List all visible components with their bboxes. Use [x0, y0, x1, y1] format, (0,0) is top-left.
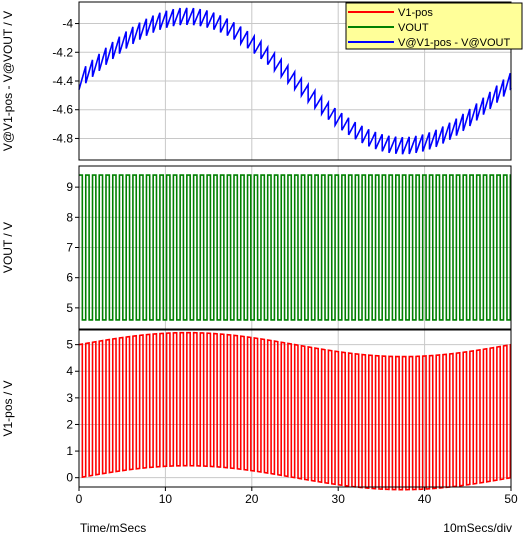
y-tick-label: -4.2: [52, 45, 73, 59]
y-tick-label: -4.4: [52, 74, 73, 88]
legend-entry: V@V1-pos - V@VOUT: [398, 37, 510, 49]
plot-frame: [78, 165, 512, 330]
y-tick-label: 9: [66, 180, 73, 194]
y-tick-label: 1: [66, 444, 73, 458]
y-tick-label: 2: [66, 417, 73, 431]
y-axis-label: V@V1-pos - V@VOUT / V: [1, 11, 15, 151]
x-axis-label: Time/mSecs: [80, 521, 146, 535]
series-line-v1pos: [78, 331, 512, 491]
plot-frame: [78, 1, 512, 161]
y-tick-label: 8: [66, 210, 73, 224]
legend: V1-pos VOUT V@V1-pos - V@VOUT: [345, 2, 523, 50]
y-tick-label: 7: [66, 241, 73, 255]
series-line-vout: [79, 174, 512, 321]
y-tick-label: 4: [66, 364, 73, 378]
x-tick-label: 20: [245, 492, 259, 506]
x-tick-label: 30: [332, 492, 346, 506]
y-tick-label: 5: [66, 301, 73, 315]
y-axis-label: VOUT / V: [1, 222, 15, 273]
y-tick-label: 0: [66, 471, 73, 485]
y-tick-label: -4: [62, 17, 73, 31]
y-tick-label: 5: [66, 338, 73, 352]
panel-vout: 5 6 7 8 9 VOUT / V: [1, 165, 512, 330]
x-tick-label: 0: [76, 492, 83, 506]
panels-layer: -4.8 -4.6 -4.4 -4.2 -4 V@V1-pos - V@VOUT / V 5…: [1, 1, 518, 506]
x-tick-label: 50: [504, 492, 518, 506]
panel-v1pos: 0 1 2 3 4 5 V1-pos / V: [1, 329, 512, 491]
y-tick-label: -4.6: [52, 103, 73, 117]
plot-frame: [78, 329, 512, 488]
x-tick-label: 10: [159, 492, 173, 506]
legend-entry: V1-pos: [398, 7, 433, 19]
y-tick-label: 6: [66, 271, 73, 285]
y-axis-label: V1-pos / V: [1, 380, 15, 436]
x-div-label: 10mSecs/div: [443, 521, 512, 535]
series-line-diff: [78, 7, 512, 155]
legend-entry: VOUT: [398, 22, 429, 34]
y-tick-label: -4.8: [52, 131, 73, 145]
y-tick-label: 3: [66, 391, 73, 405]
x-tick-label: 40: [418, 492, 432, 506]
x-axis: 0 10 20 30 40 50: [76, 487, 518, 506]
